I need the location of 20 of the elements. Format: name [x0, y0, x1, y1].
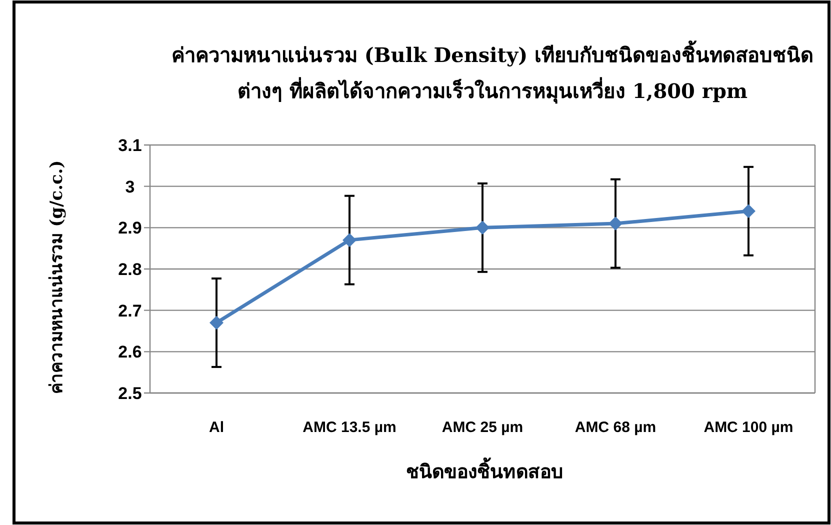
x-tick-label: AMC 25 µm — [442, 419, 524, 436]
point — [210, 316, 224, 330]
point — [342, 233, 356, 248]
x-tick-label: AMC 13.5 µm — [302, 419, 396, 436]
point — [476, 220, 490, 235]
x-axis-title: ชนิดของชิ้นทดสอบ — [406, 457, 563, 483]
point — [742, 204, 756, 218]
x-tick-label: AMC 68 µm — [574, 419, 656, 436]
x-tick-label: AMC 100 µm — [704, 419, 794, 436]
chart-title: ค่าความหนาแน่นรวม (Bulk Density) เทียบกับชนิดของชิ้นทดสอบชนิด ต่างๆ ที่ผลิตได้จากความเร็วในการหมุนเหวี่ยง 1,800 rpm — [171, 40, 814, 104]
y-tick-label: 2.6 — [118, 342, 142, 362]
y-tick-label: 3.1 — [118, 136, 142, 155]
y-tick-label: 2.5 — [118, 384, 142, 403]
x-tick-label: Al — [209, 419, 224, 436]
y-axis-title: ค่าความหนาแน่นรวม (g/c.c.) — [47, 160, 67, 394]
y-tick-label: 3 — [125, 177, 135, 196]
point — [608, 216, 622, 231]
y-tick-label: 2.9 — [118, 218, 142, 238]
y-tick-label: 2.8 — [118, 260, 142, 279]
y-tick-label: 2.7 — [118, 301, 142, 320]
